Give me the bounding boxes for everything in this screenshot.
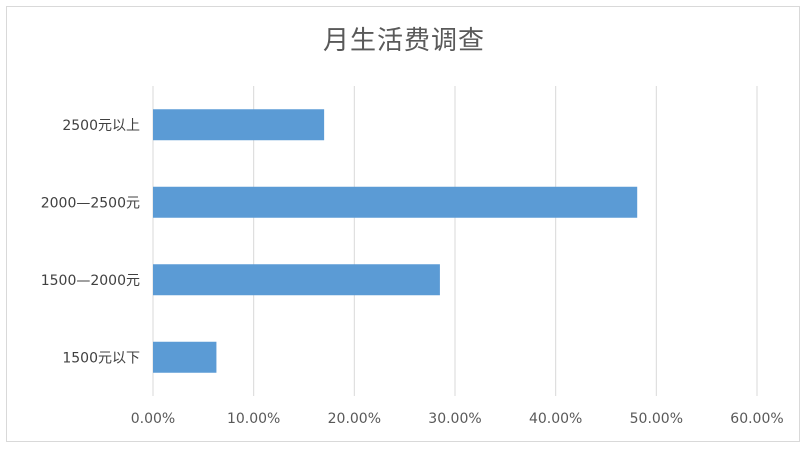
x-tick-label: 30.00% [428, 411, 481, 427]
bar [153, 264, 440, 296]
chart-frame [6, 6, 800, 442]
category-label: 1500—2000元 [41, 273, 140, 289]
chart-title: 月生活费调查 [322, 26, 485, 56]
x-tick-label: 20.00% [328, 411, 381, 427]
bar [153, 109, 325, 141]
x-tick-label: 10.00% [227, 411, 280, 427]
bars [153, 109, 638, 373]
x-axis-tick-labels: 0.00% 10.00% 20.00% 30.00% 40.00% 50.00% 60.00… [131, 411, 784, 427]
x-tick-label: 40.00% [529, 411, 582, 427]
category-label: 1500元以下 [62, 350, 140, 366]
x-tick-label: 60.00% [730, 411, 783, 427]
bar [153, 186, 638, 218]
category-labels: 2500元以上 2000—2500元 1500—2000元 1500元以下 [41, 118, 140, 367]
x-tick-label: 0.00% [131, 411, 175, 427]
category-label: 2500元以上 [62, 118, 140, 134]
x-tick-label: 50.00% [630, 411, 683, 427]
bar [153, 341, 217, 373]
category-label: 2000—2500元 [41, 195, 140, 211]
